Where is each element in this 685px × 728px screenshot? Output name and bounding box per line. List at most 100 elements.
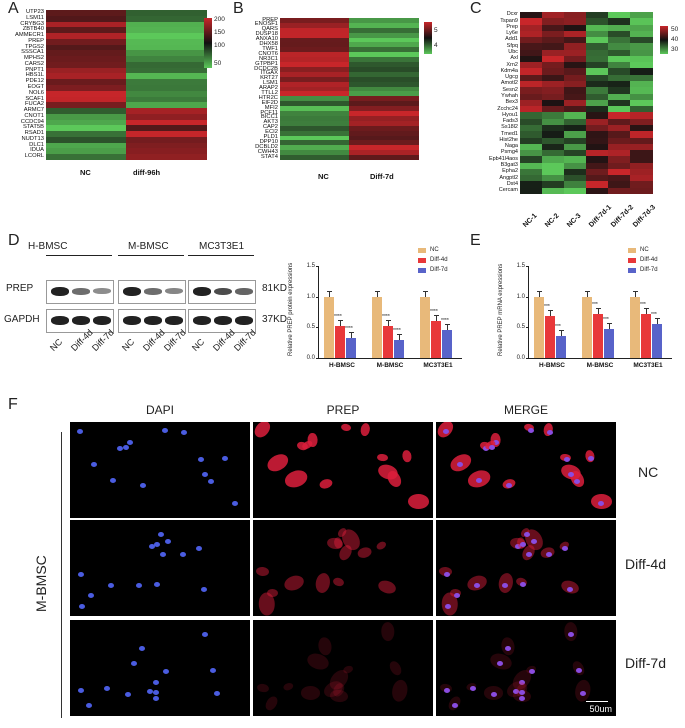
chart-error-bar [329, 290, 330, 297]
chart-error-bar [646, 307, 647, 314]
heatmap-gene-label: LSM1 [262, 80, 278, 87]
chart-legend-swatch [628, 258, 636, 263]
chart-category-label: M-BMSC [376, 362, 404, 369]
cell-nucleus [512, 689, 519, 695]
chart-error-bar [598, 307, 599, 314]
heatmap-cell [520, 24, 543, 32]
cell-cytoplasm [386, 659, 404, 678]
heatmap-cell [542, 68, 565, 76]
panel-letter-a: A [8, 0, 19, 17]
heatmap-cell [349, 106, 419, 112]
chart-legend-label: NC [430, 247, 439, 253]
heatmap-cell [608, 81, 631, 88]
cell-cytoplasm [317, 476, 334, 490]
cell-cytoplasm [264, 450, 291, 475]
blot-box-gapdh [118, 309, 186, 333]
chart-error-bar [635, 290, 636, 297]
cell-nucleus [197, 457, 204, 463]
cell-nucleus [587, 456, 594, 462]
heatmap-cell [349, 145, 419, 151]
chart-legend-label: Diff-7d [640, 267, 658, 273]
cell-nucleus [523, 532, 530, 538]
heatmap-gene-label: CRYBG3 [20, 20, 44, 27]
heatmap-cell [586, 12, 609, 19]
chart-bar [346, 337, 356, 358]
chart-error-cap [375, 290, 380, 292]
heatmap-cell [608, 131, 631, 138]
heatmap-cell [542, 62, 565, 69]
heatmap-cell [586, 124, 609, 132]
heatmap-cell [280, 18, 350, 24]
heatmap-gene-label: Angptl2 [499, 174, 518, 181]
heatmap-cell [520, 49, 543, 57]
heatmap-cell [586, 37, 609, 44]
heatmap-c-colorbar-label: 40 [671, 36, 679, 43]
heatmap-cell [586, 99, 609, 107]
heatmap-cell [586, 43, 609, 51]
chart-legend-label: Diff-4d [430, 257, 448, 263]
chart-y-tick [526, 327, 528, 329]
heatmap-cell [126, 56, 207, 63]
condition-label-diff7d: Diff-7d [625, 655, 666, 671]
heatmap-cell [520, 175, 543, 182]
heatmap-cell [46, 96, 127, 103]
heatmap-cell [280, 66, 350, 73]
cell-nucleus [497, 661, 504, 667]
chart-error-cap [596, 307, 601, 309]
heatmap-cell [630, 118, 653, 126]
heatmap-gene-label: Naga [504, 143, 518, 150]
heatmap-cell [586, 156, 609, 164]
heatmap-gene-label: Tmed1 [500, 130, 518, 137]
heatmap-cell [349, 135, 419, 141]
heatmap-cell [586, 187, 609, 195]
heatmap-cell [126, 96, 207, 103]
heatmap-cell [586, 30, 609, 38]
chart-error-cap [338, 320, 343, 322]
heatmap-cell [608, 99, 631, 107]
heatmap-gene-label: SSSCA1 [21, 49, 44, 56]
heatmap-cell [542, 118, 565, 126]
heatmap-cell [46, 108, 127, 115]
heatmap-cell [280, 96, 350, 102]
cell-cytoplasm [263, 694, 281, 713]
cell-nucleus [152, 679, 159, 685]
condition-label-diff4d: Diff-4d [625, 556, 666, 572]
heatmap-a-colorbar-label: 150 [214, 29, 225, 36]
chart-y-tick [316, 266, 318, 267]
heatmap-cell [542, 112, 565, 120]
heatmap-cell [520, 12, 543, 19]
blot-box-prep [188, 280, 256, 304]
heatmap-cell [608, 150, 631, 157]
heatmap-cell [608, 24, 631, 32]
blot-band [51, 287, 69, 296]
chart-mrna-ylabel: Relative PREP mRNA expressions [498, 263, 504, 356]
heatmap-gene-label: PLD1 [263, 134, 278, 141]
chart-error-bar [657, 318, 658, 325]
heatmap-gene-label: ENOSF1 [254, 21, 278, 28]
heatmap-cell [586, 74, 609, 82]
cell-nucleus [530, 539, 537, 545]
cell-nucleus [153, 689, 160, 695]
blot-band [165, 316, 183, 325]
cell-nucleus [490, 692, 497, 698]
heatmap-cell [46, 21, 127, 28]
chart-y-axis [318, 266, 319, 358]
heatmap-cell [542, 137, 565, 145]
heatmap-cell [630, 87, 653, 95]
heatmap-cell [586, 62, 609, 69]
heatmap-gene-label: FUCA2 [24, 101, 44, 108]
chart-significance: **** [441, 317, 449, 324]
blot-band [144, 287, 162, 295]
heatmap-cell [46, 148, 127, 155]
heatmap-cell [46, 90, 127, 98]
cell-cytoplasm [253, 422, 274, 441]
heatmap-cell [630, 106, 653, 113]
heatmap-cell [542, 168, 565, 176]
heatmap-cell [280, 115, 350, 122]
cell-nucleus [159, 552, 166, 558]
heatmap-cell [564, 81, 587, 88]
cell-nucleus [201, 586, 208, 592]
cell-nucleus [122, 445, 129, 450]
panel-letter-b: B [233, 0, 244, 17]
heatmap-gene-label: UTP23 [25, 8, 44, 15]
